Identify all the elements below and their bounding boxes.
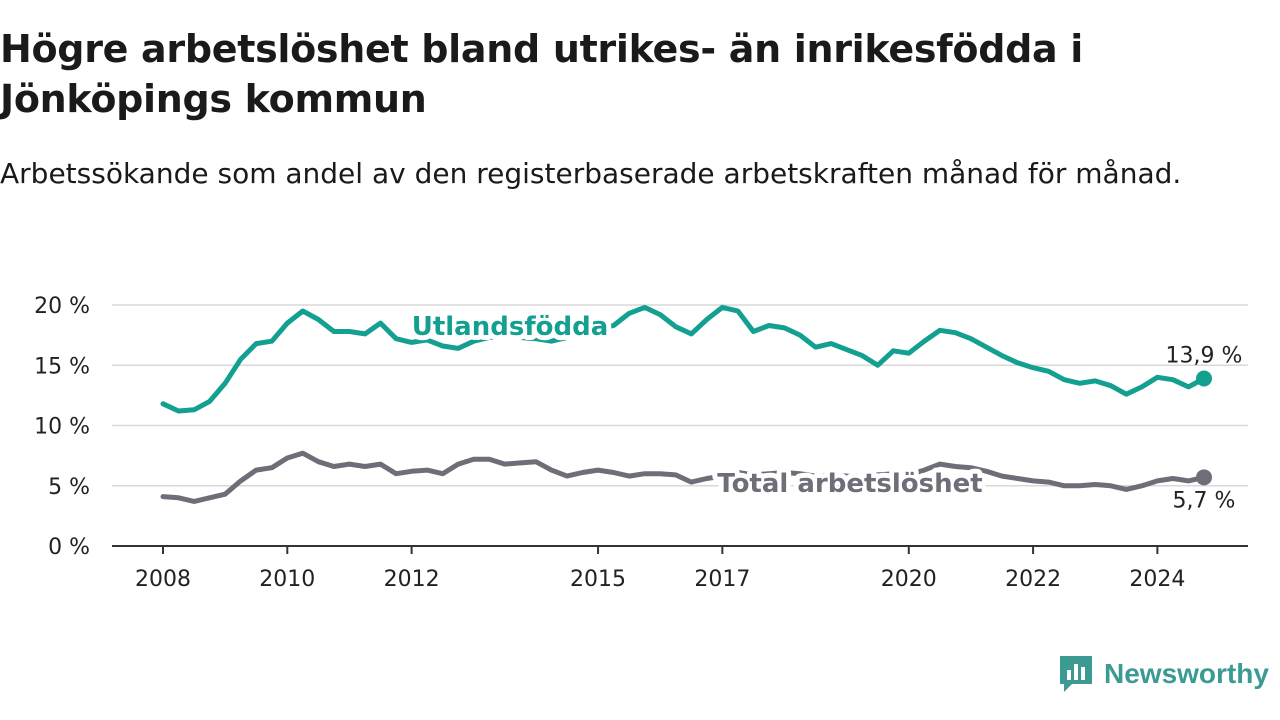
series-label: Total arbetslöshet	[717, 469, 982, 499]
series-label: Utlandsfödda	[412, 312, 609, 342]
x-tick-label: 2008	[135, 567, 191, 592]
x-tick-label: 2022	[1005, 567, 1061, 592]
series-label-halo: Utlandsfödda	[412, 312, 609, 342]
series-end-label: 13,9 %	[1166, 344, 1243, 369]
chart-title: Högre arbetslöshet bland utrikes- än inr…	[0, 27, 1083, 121]
x-tick-label: 2024	[1129, 567, 1185, 592]
x-tick-label: 2015	[570, 567, 626, 592]
x-tick-label: 2010	[259, 567, 315, 592]
brand-logo: Newsworthy	[1058, 654, 1269, 694]
y-tick-label: 0 %	[48, 535, 90, 560]
series-line	[160, 450, 1207, 504]
chart-subtitle: Arbetssökande som andel av den registerb…	[0, 157, 1182, 190]
brand-name: Newsworthy	[1104, 658, 1269, 689]
series-end-point	[1196, 370, 1212, 387]
series-end-point	[1196, 469, 1212, 486]
y-tick-label: 15 %	[34, 354, 90, 379]
series-line	[160, 304, 1207, 414]
series-layer	[160, 304, 1212, 504]
y-tick-label: 20 %	[34, 294, 90, 319]
axis-layer: 0 % 5 % 10 % 15 % 20 % 2008 2010 2012 2015 2017 20…	[34, 294, 1248, 592]
x-tick-label: 2012	[384, 567, 440, 592]
series-end-label: 5,7 %	[1173, 488, 1236, 513]
line-chart: 0 % 5 % 10 % 15 % 20 % 2008 2010 2012 2015 2017 20…	[34, 294, 1248, 592]
y-tick-label: 10 %	[34, 415, 90, 440]
x-tick-label: 2017	[694, 567, 750, 592]
x-tick-label: 2020	[881, 567, 937, 592]
y-tick-label: 5 %	[48, 475, 90, 500]
newsworthy-logo-icon	[1060, 656, 1092, 692]
series-label-halo: Total arbetslöshet	[717, 469, 982, 499]
